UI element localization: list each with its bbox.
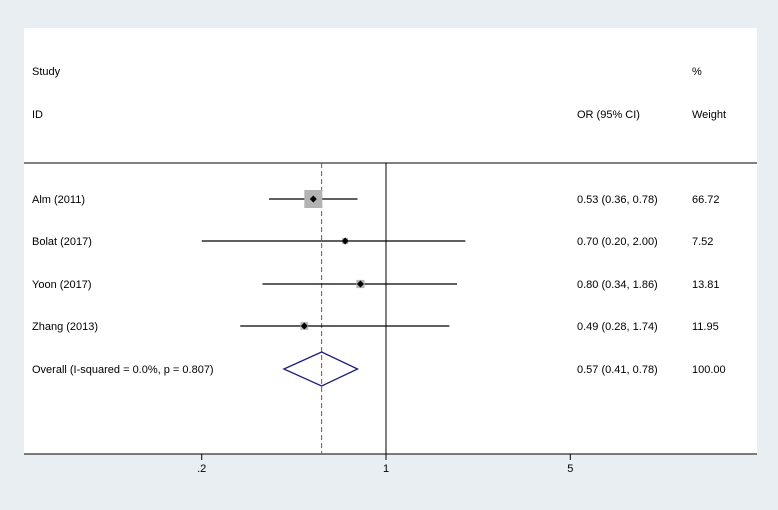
ci-text-bolat: 0.70 (0.20, 2.00) — [577, 236, 658, 248]
point-estimate-zhang — [300, 322, 308, 330]
overall-diamond — [282, 351, 360, 387]
point-estimate-yoon — [356, 280, 364, 288]
point-estimate-bolat — [341, 237, 349, 245]
weight-text-zhang: 11.95 — [692, 321, 719, 333]
ci-text-yoon: 0.80 (0.34, 1.86) — [577, 279, 658, 291]
study-label-yoon: Yoon (2017) — [32, 279, 92, 291]
ci-text-alm: 0.53 (0.36, 0.78) — [577, 194, 658, 206]
weight-text-yoon: 13.81 — [692, 279, 720, 291]
overall-label: Overall (I-squared = 0.0%, p = 0.807) — [32, 364, 214, 376]
header-weight: Weight — [692, 109, 726, 121]
study-label-zhang: Zhang (2013) — [32, 321, 98, 333]
study-label-bolat: Bolat (2017) — [32, 236, 92, 248]
study-label-alm: Alm (2011) — [32, 194, 85, 206]
header-percent: % — [692, 66, 702, 78]
header-id: ID — [32, 109, 43, 121]
overall-weight-text: 100.00 — [692, 364, 726, 376]
weight-text-alm: 66.72 — [692, 194, 720, 206]
x-tick-label-p2: .2 — [197, 463, 206, 475]
header-study: Study — [32, 66, 61, 78]
weight-text-bolat: 7.52 — [692, 236, 713, 248]
overall-ci-text: 0.57 (0.41, 0.78) — [577, 364, 658, 376]
header-or: OR (95% CI) — [577, 109, 640, 121]
x-tick-label-1: 1 — [383, 463, 389, 475]
point-estimate-alm — [309, 195, 317, 203]
ci-text-zhang: 0.49 (0.28, 1.74) — [577, 321, 658, 333]
x-tick-label-5: 5 — [567, 463, 573, 475]
